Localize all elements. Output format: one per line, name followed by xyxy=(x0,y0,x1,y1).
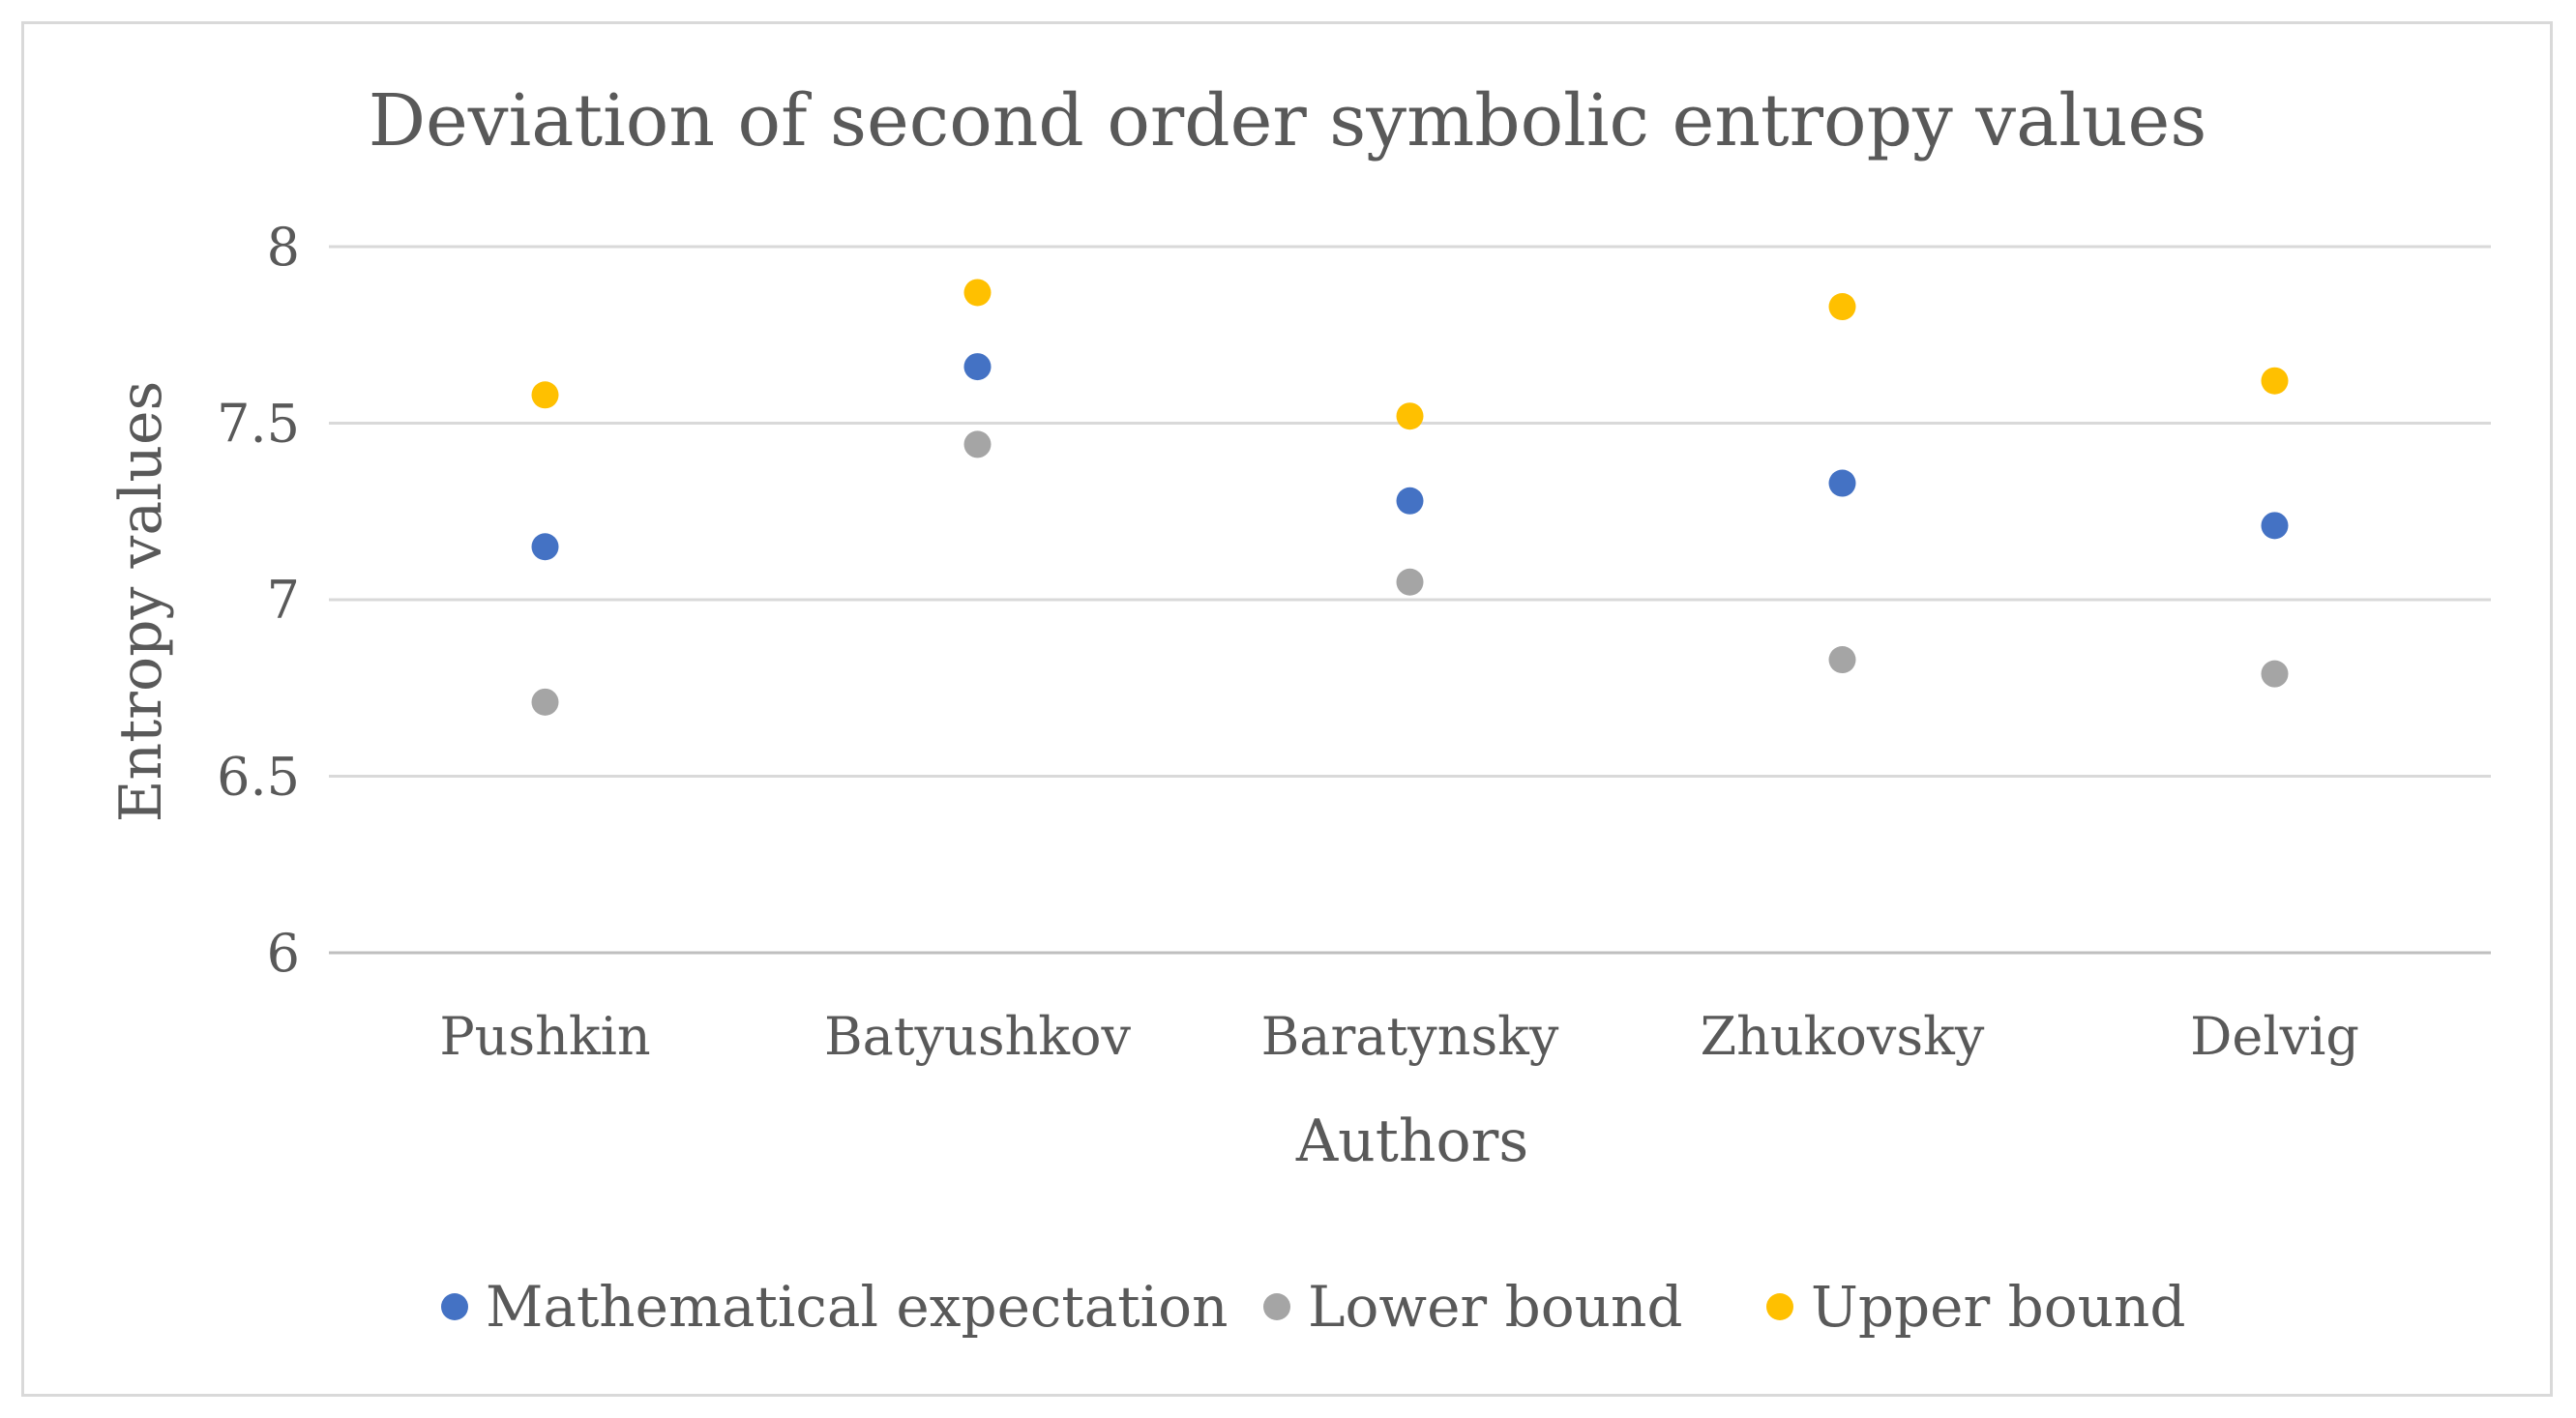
gridlines xyxy=(329,245,2491,955)
chart-title: Deviation of second order symbolic entro… xyxy=(369,79,2207,162)
legend-marker xyxy=(1263,1293,1290,1320)
data-point xyxy=(531,381,559,409)
data-point xyxy=(1396,402,1424,430)
data-point xyxy=(963,430,992,458)
legend-marker xyxy=(441,1293,468,1320)
data-point xyxy=(1828,469,1856,497)
x-tick-label: Pushkin xyxy=(439,1006,650,1067)
y-tick-label: 6.5 xyxy=(217,747,300,808)
data-point xyxy=(1828,293,1856,321)
legend: Mathematical expectation Lower bound Upper… xyxy=(441,1274,2186,1340)
y-axis-title: Entropy values xyxy=(107,381,175,823)
chart-frame xyxy=(21,21,2553,1397)
y-tick-label: 6 xyxy=(267,923,300,984)
data-point xyxy=(531,688,559,716)
data-point xyxy=(1828,646,1856,674)
data-point xyxy=(2261,660,2289,688)
data-point xyxy=(1396,487,1424,515)
data-point xyxy=(2261,512,2289,540)
data-point xyxy=(1396,568,1424,596)
x-tick-label: Baratynsky xyxy=(1261,1006,1559,1067)
data-point xyxy=(2261,367,2289,395)
x-axis-ticks: Pushkin Batyushkov Baratynsky Zhukovsky Delv… xyxy=(439,1006,2359,1067)
x-tick-label: Batyushkov xyxy=(824,1006,1132,1067)
y-tick-label: 8 xyxy=(267,217,300,278)
legend-label: Lower bound xyxy=(1308,1274,1682,1340)
x-axis-title: Authors xyxy=(1295,1108,1528,1175)
x-tick-label: Zhukovsky xyxy=(1701,1006,1985,1067)
data-point xyxy=(963,353,992,381)
y-axis-ticks: 6 6.5 7 7.5 8 xyxy=(217,217,300,984)
legend-label: Mathematical expectation xyxy=(486,1274,1228,1340)
data-point xyxy=(963,279,992,307)
legend-label: Upper bound xyxy=(1811,1274,2186,1340)
legend-marker xyxy=(1766,1293,1793,1320)
x-tick-label: Delvig xyxy=(2190,1006,2359,1067)
y-tick-label: 7.5 xyxy=(217,394,300,455)
data-point xyxy=(531,533,559,561)
data-points xyxy=(531,279,2289,716)
y-tick-label: 7 xyxy=(267,570,300,631)
